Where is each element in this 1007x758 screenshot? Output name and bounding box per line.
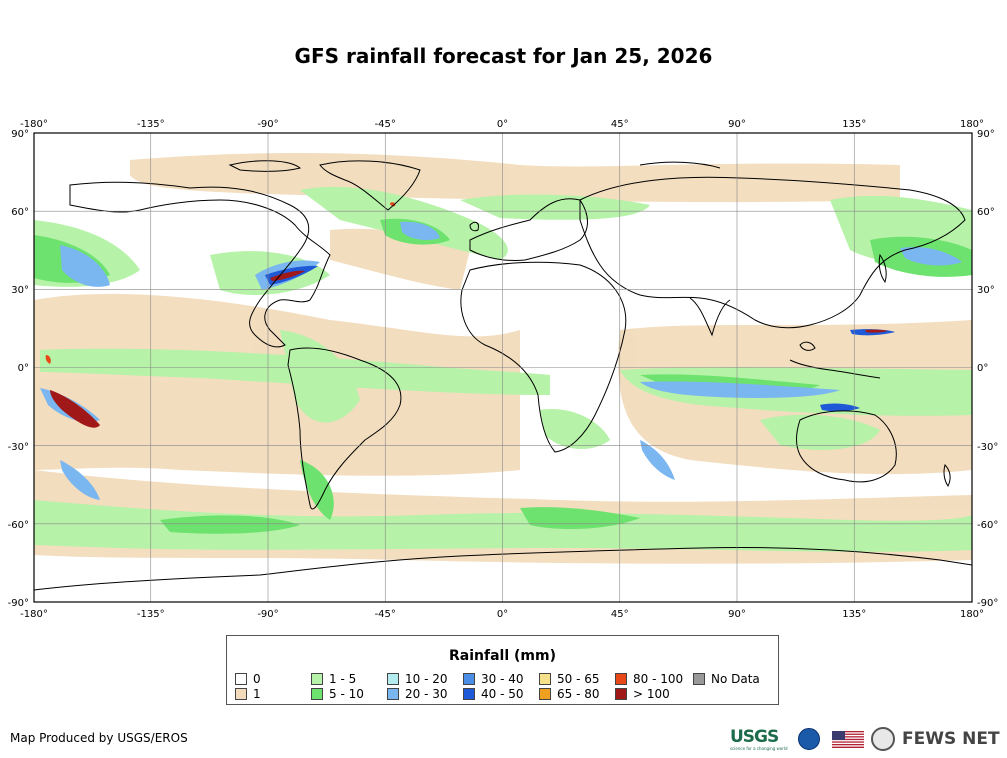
- lon-tick: -90°: [257, 609, 278, 620]
- rainfall-legend: Rainfall (mm) 0 1 1 - 5 5 - 10 10 - 20 2…: [226, 635, 779, 705]
- legend-label: 0: [253, 672, 261, 686]
- legend-label: 1 - 5: [329, 672, 357, 686]
- legend-label: 50 - 65: [557, 672, 600, 686]
- lat-tick: 0°: [18, 363, 29, 374]
- lon-tick: 135°: [842, 609, 866, 620]
- lon-tick: 135°: [842, 119, 866, 130]
- fews-net-logo: FEWS NET: [902, 729, 1000, 749]
- usgs-logo: USGS: [730, 727, 779, 747]
- legend-item: 1 - 5: [311, 672, 356, 686]
- legend-swatch: [539, 688, 551, 700]
- lon-tick: 45°: [611, 119, 629, 130]
- legend-item: 0: [235, 672, 261, 686]
- legend-swatch: [235, 688, 247, 700]
- lon-tick: -45°: [375, 119, 396, 130]
- coastlines: [34, 160, 972, 591]
- legend-label: 1: [253, 687, 261, 701]
- lon-ticks-top: -180° -135° -90° -45° 0° 45° 90° 135° 18…: [20, 119, 984, 130]
- lon-tick: 0°: [497, 119, 508, 130]
- legend-item: 1: [235, 687, 261, 701]
- rainfall-field: [34, 153, 972, 591]
- lat-tick: -60°: [8, 520, 29, 531]
- us-flag-icon: [832, 731, 864, 748]
- lon-tick: -180°: [20, 119, 48, 130]
- legend-item: 80 - 100: [615, 672, 683, 686]
- lon-tick: -135°: [137, 609, 165, 620]
- legend-item: 40 - 50: [463, 687, 524, 701]
- lat-tick: -30°: [977, 442, 998, 453]
- legend-swatch: [693, 673, 705, 685]
- lat-tick: -90°: [8, 598, 29, 609]
- legend-label: 10 - 20: [405, 672, 448, 686]
- lat-tick: 60°: [11, 207, 29, 218]
- graticule: [34, 133, 972, 602]
- legend-swatch: [387, 673, 399, 685]
- legend-item: 30 - 40: [463, 672, 524, 686]
- lat-tick: 30°: [11, 285, 29, 296]
- noaa-logo-icon: [798, 728, 820, 750]
- legend-item: > 100: [615, 687, 670, 701]
- lon-tick: 90°: [728, 609, 746, 620]
- lon-tick: 180°: [960, 119, 984, 130]
- map-title: GFS rainfall forecast for Jan 25, 2026: [294, 44, 713, 68]
- lon-tick: -180°: [20, 609, 48, 620]
- lat-tick: 60°: [977, 207, 995, 218]
- legend-swatch: [539, 673, 551, 685]
- lon-tick: 45°: [611, 609, 629, 620]
- lat-tick: 90°: [977, 129, 995, 140]
- lon-tick: -45°: [375, 609, 396, 620]
- legend-swatch: [615, 688, 627, 700]
- credit-text: Map Produced by USGS/EROS: [10, 731, 188, 745]
- legend-swatch: [387, 688, 399, 700]
- lon-tick: -135°: [137, 119, 165, 130]
- lat-ticks-right: 90° 60° 30° 0° -30° -60° -90°: [977, 129, 998, 609]
- state-dept-seal-icon: [871, 727, 895, 751]
- legend-label: 5 - 10: [329, 687, 364, 701]
- lat-tick: 90°: [11, 129, 29, 140]
- logo-strip: USGS science for a changing world FEWS N…: [730, 725, 1000, 753]
- legend-label: 30 - 40: [481, 672, 524, 686]
- legend-swatch: [311, 688, 323, 700]
- legend-label: 40 - 50: [481, 687, 524, 701]
- legend-swatch: [235, 673, 247, 685]
- usgs-tagline: science for a changing world: [730, 746, 788, 751]
- lon-tick: 180°: [960, 609, 984, 620]
- legend-swatch: [311, 673, 323, 685]
- lat-tick: 0°: [977, 363, 988, 374]
- legend-label: No Data: [711, 672, 760, 686]
- legend-label: > 100: [633, 687, 670, 701]
- legend-item: 10 - 20: [387, 672, 448, 686]
- lat-tick: -60°: [977, 520, 998, 531]
- lon-ticks-bottom: -180° -135° -90° -45° 0° 45° 90° 135° 18…: [20, 609, 984, 620]
- lon-tick: -90°: [257, 119, 278, 130]
- map-frame: [33, 132, 973, 603]
- legend-label: 80 - 100: [633, 672, 684, 686]
- legend-item: 50 - 65: [539, 672, 600, 686]
- legend-title: Rainfall (mm): [449, 648, 556, 664]
- legend-swatch: [463, 688, 475, 700]
- legend-item: No Data: [693, 672, 760, 686]
- legend-item: 5 - 10: [311, 687, 364, 701]
- lon-tick: 90°: [728, 119, 746, 130]
- legend-swatch: [463, 673, 475, 685]
- legend-item: 65 - 80: [539, 687, 600, 701]
- legend-item: 20 - 30: [387, 687, 448, 701]
- legend-swatch: [615, 673, 627, 685]
- lon-tick: 0°: [497, 609, 508, 620]
- legend-label: 65 - 80: [557, 687, 600, 701]
- lat-tick: 30°: [977, 285, 995, 296]
- lat-tick: -30°: [8, 442, 29, 453]
- lat-ticks-left: 90° 60° 30° 0° -30° -60° -90°: [8, 129, 29, 609]
- lat-tick: -90°: [977, 598, 998, 609]
- legend-label: 20 - 30: [405, 687, 448, 701]
